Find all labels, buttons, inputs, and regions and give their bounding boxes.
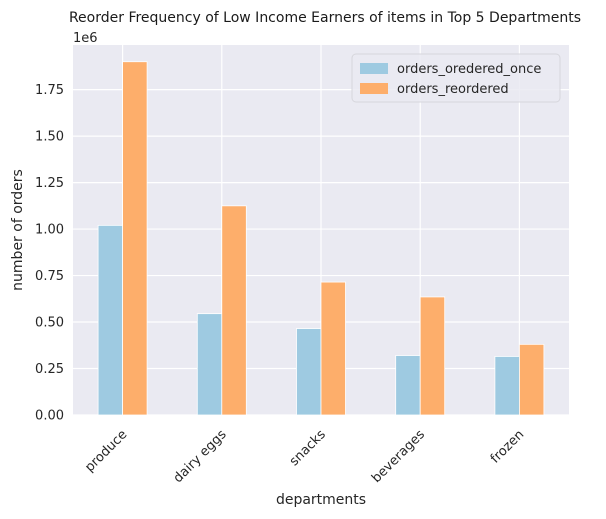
y-tick-label: 0.25 <box>35 362 64 377</box>
y-tick-label: 1.50 <box>35 130 64 145</box>
bar-orders_reordered <box>320 281 346 416</box>
y-offset-label: 1e6 <box>73 31 98 46</box>
y-tick-label: 0.75 <box>35 269 64 284</box>
y-tick-label: 1.25 <box>35 176 64 191</box>
y-tick-label: 1.00 <box>35 223 64 238</box>
bar-orders_oredered_once <box>97 224 123 416</box>
bars <box>97 61 545 416</box>
bar-orders_oredered_once <box>196 313 223 416</box>
chart-title: Reorder Frequency of Low Income Earners … <box>69 10 581 26</box>
y-axis-label: number of orders <box>10 169 26 291</box>
bar-orders_reordered <box>419 296 446 416</box>
bar-orders_reordered <box>221 205 247 416</box>
legend-swatch <box>360 63 388 74</box>
legend: orders_oredered_once orders_reordered <box>351 53 561 103</box>
x-axis-label: departments <box>276 492 366 508</box>
y-tick-label: 1.75 <box>35 83 64 98</box>
y-axis-ticks: 0.00 0.25 0.50 0.75 1.00 1.25 1.50 1.75 <box>35 83 64 423</box>
bar-orders_oredered_once <box>296 328 322 416</box>
bar-orders_oredered_once <box>395 355 421 416</box>
x-tick-label: produce <box>82 427 130 475</box>
y-tick-label: 0.00 <box>35 409 64 424</box>
legend-swatch <box>360 83 388 94</box>
bar-orders_reordered <box>122 61 148 416</box>
legend-box <box>351 53 561 103</box>
legend-entry: orders_reordered <box>397 82 509 97</box>
bar-orders_reordered <box>519 343 545 416</box>
x-tick-label: frozen <box>488 427 527 466</box>
x-tick-label: dairy eggs <box>171 427 230 486</box>
x-axis-ticks: produce dairy eggs snacks beverages frozen <box>82 427 527 486</box>
bar-orders_oredered_once <box>494 356 520 416</box>
legend-entry: orders_oredered_once <box>397 62 541 77</box>
y-tick-label: 0.50 <box>35 316 64 331</box>
x-tick-label: snacks <box>287 427 329 469</box>
x-tick-label: beverages <box>369 427 428 486</box>
